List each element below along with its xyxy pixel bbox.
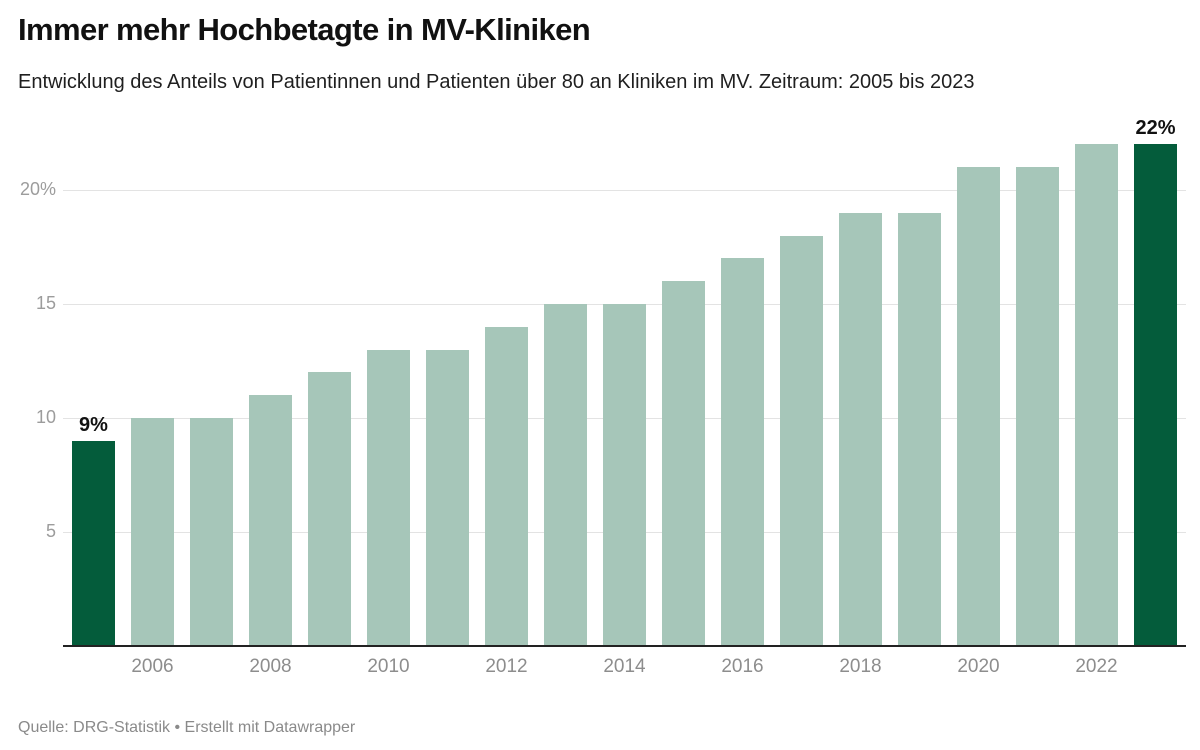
bar-2018 [839, 212, 882, 646]
bar-2019 [898, 212, 941, 646]
x-axis-tick-label-2020: 2020 [957, 656, 1000, 677]
bar-2022 [1075, 144, 1118, 646]
bar-value-label-2023: 22% [1135, 117, 1176, 140]
x-axis-tick-label-2022: 2022 [1075, 656, 1118, 677]
y-axis-tick-label-15: 15 [35, 293, 56, 313]
bar-2009 [308, 372, 351, 646]
bar-2014 [603, 304, 646, 646]
bar-2010 [367, 349, 410, 646]
bar-2012 [485, 326, 528, 646]
chart-subtitle: Entwicklung des Anteils von Patientinnen… [18, 71, 975, 93]
chart-title: Immer mehr Hochbetagte in MV-Kliniken [18, 12, 591, 47]
bar-value-label-2005: 9% [79, 413, 108, 436]
y-axis-tick-label-20: 20% [19, 179, 56, 199]
bar-2023 [1134, 144, 1177, 646]
bar-2021 [1016, 167, 1059, 646]
bar-2016 [721, 258, 764, 646]
x-axis-tick-label-2016: 2016 [721, 656, 764, 677]
bar-2020 [957, 167, 1000, 646]
bar-2006 [131, 418, 174, 646]
bar-2015 [662, 281, 705, 646]
bar-2011 [426, 349, 469, 646]
bar-2008 [249, 395, 292, 646]
x-axis-tick-label-2018: 2018 [839, 656, 882, 677]
y-gridline-20 [63, 190, 1186, 191]
y-axis-tick-label-5: 5 [45, 521, 56, 541]
x-axis-line [63, 645, 1186, 647]
x-axis-tick-label-2012: 2012 [485, 656, 528, 677]
x-axis-tick-label-2008: 2008 [249, 656, 292, 677]
y-axis-tick-label-10: 10 [35, 407, 56, 427]
bar-2013 [544, 304, 587, 646]
bar-2007 [190, 418, 233, 646]
x-axis-tick-label-2010: 2010 [367, 656, 410, 677]
source-attribution: Quelle: DRG-Statistik • Erstellt mit Dat… [18, 719, 356, 736]
x-axis-tick-label-2014: 2014 [603, 656, 646, 677]
bar-2005 [72, 440, 115, 646]
bar-2017 [780, 235, 823, 646]
x-axis-tick-label-2006: 2006 [131, 656, 174, 677]
